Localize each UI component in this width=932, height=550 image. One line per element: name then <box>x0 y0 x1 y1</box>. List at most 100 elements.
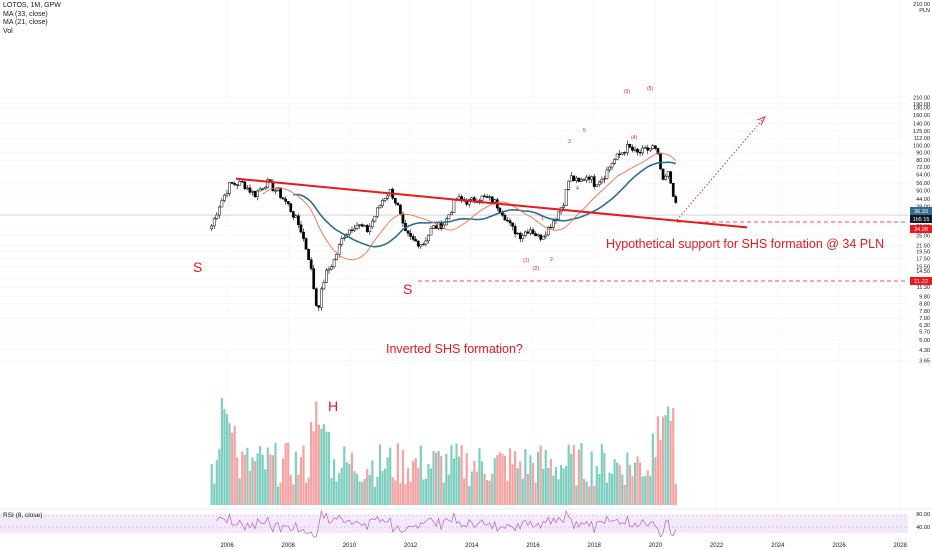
candle-body <box>210 225 214 229</box>
candle-body <box>256 190 259 197</box>
volume-bar <box>516 468 519 505</box>
volume-bar <box>478 448 481 505</box>
volume-bar <box>440 455 443 505</box>
candle-body <box>317 305 321 308</box>
candle-body <box>399 204 402 215</box>
volume-bar <box>287 442 290 505</box>
volume-bar <box>384 468 387 505</box>
time-axis[interactable]: 2006 2008 2010 2012 2014 2016 2018 2020 2022 2024… <box>220 543 907 549</box>
time-tick-label: 2026 <box>832 543 846 549</box>
candle-body <box>327 268 331 271</box>
rsi-pane: 80.00 40.00 <box>0 509 930 538</box>
wave-label: 5 <box>583 128 586 134</box>
candle-body <box>281 197 285 200</box>
candle-body <box>353 228 356 231</box>
candle-body <box>656 148 660 155</box>
candle-body <box>518 232 522 239</box>
candle-body <box>610 163 614 168</box>
volume-bar <box>225 414 229 505</box>
candle-body <box>235 184 239 186</box>
legend-vol[interactable]: Vol <box>3 27 13 35</box>
candle-body <box>320 288 323 308</box>
price-tick-label: 64.00 <box>916 172 930 178</box>
volume-bar <box>582 479 586 505</box>
volume-bar <box>389 447 392 505</box>
candle-body <box>582 179 586 181</box>
time-tick-label: 2018 <box>588 543 602 549</box>
candle-body <box>312 268 316 289</box>
candle-body <box>427 234 430 242</box>
candle-body <box>243 181 247 190</box>
volume-bars <box>210 397 677 505</box>
price-badge <box>910 215 932 223</box>
candle-body <box>228 182 231 194</box>
volume-bar <box>498 452 501 505</box>
candle-body <box>350 229 354 232</box>
candle-body <box>307 249 310 260</box>
candle-body <box>263 186 267 190</box>
candle-body <box>348 229 351 235</box>
price-tick-label: 160.00 <box>913 113 930 119</box>
wave-label: (2) <box>533 266 539 272</box>
volume-bar <box>473 460 476 505</box>
candle-body <box>557 211 560 220</box>
candle-body <box>376 207 379 217</box>
volume-bar <box>547 468 550 505</box>
legend-symbol[interactable]: LOTOS, 1M, GPW <box>3 2 61 9</box>
price-tick-label: 9.80 <box>919 294 930 300</box>
candle-body <box>368 226 372 232</box>
candle-body <box>258 188 262 192</box>
candle-body <box>432 225 435 229</box>
wave-label: (3) <box>624 89 630 95</box>
volume-bar <box>552 475 555 505</box>
candle-body <box>521 235 525 239</box>
candle-body <box>631 146 634 151</box>
volume-bar <box>575 485 578 505</box>
volume-bar <box>251 457 254 505</box>
volume-bar <box>465 453 468 505</box>
volume-bar <box>243 454 246 505</box>
volume-bar <box>399 483 402 505</box>
support-annotation: Hypothetical support for SHS formation @… <box>606 237 885 251</box>
volume-bar <box>483 473 486 505</box>
volume-bar <box>363 478 366 505</box>
candle-body <box>659 153 662 170</box>
price-axis[interactable]: 3.65 4.30 5.00 5.706.307.007.80 8.809.80 11.3… <box>913 2 930 364</box>
rsi-legend[interactable]: RSI (8, close) <box>3 512 43 519</box>
candle-body <box>297 215 300 225</box>
price-tick-label: 7.80 <box>919 309 930 315</box>
volume-bar <box>248 471 252 505</box>
volume-bar <box>562 468 565 505</box>
candle-body <box>386 195 389 199</box>
volume-bar <box>376 476 379 505</box>
legend-ma21[interactable]: MA (21, close) <box>3 19 48 27</box>
volume-bar <box>274 442 277 505</box>
projection-line <box>676 118 764 221</box>
volume-bar <box>427 464 430 505</box>
candle-body <box>302 231 305 239</box>
candle-body <box>279 188 282 198</box>
volume-bar <box>292 484 295 505</box>
candle-body <box>325 269 328 283</box>
volume-bar <box>452 458 456 505</box>
legend-ma33[interactable]: MA (33, close) <box>3 10 48 18</box>
volume-bar <box>633 462 637 505</box>
candle-body <box>409 233 412 237</box>
volume-bar <box>404 483 407 505</box>
candle-body <box>251 191 254 193</box>
price-badge <box>910 277 932 285</box>
candle-body <box>564 189 568 207</box>
candle-body <box>529 229 532 234</box>
volume-bar <box>463 478 466 505</box>
candle-body <box>291 211 295 218</box>
candle-body <box>358 224 361 226</box>
candle-body <box>294 215 298 218</box>
candle-body <box>620 152 624 155</box>
volume-bar <box>417 467 420 505</box>
candle-body <box>406 230 410 234</box>
volume-bar <box>269 454 272 505</box>
candle-body <box>419 244 423 247</box>
volume-bar <box>669 421 672 505</box>
ma21-line <box>262 152 677 261</box>
